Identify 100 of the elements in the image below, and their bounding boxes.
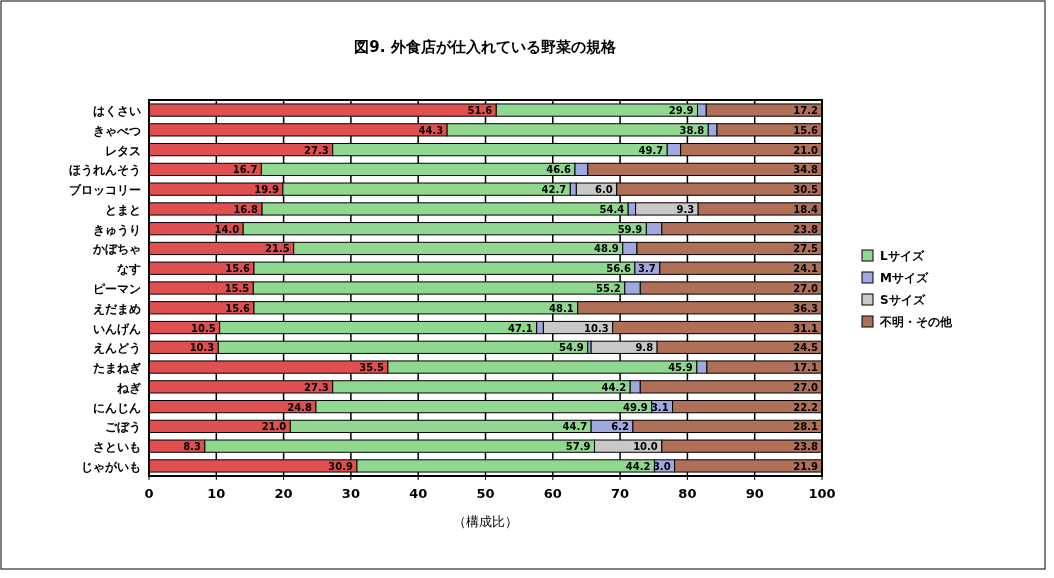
data-label: 17.2	[793, 105, 819, 117]
data-label: 24.5	[793, 342, 819, 354]
data-label: 36.3	[793, 302, 819, 314]
data-label: 59.9	[617, 223, 643, 235]
data-label: 51.6	[467, 105, 493, 117]
data-label: 21.0	[793, 144, 819, 156]
y-tick-label: レタス	[105, 143, 141, 158]
data-label: 27.5	[793, 243, 819, 255]
data-label: 3.7	[638, 263, 656, 275]
data-label: 45.9	[668, 362, 693, 374]
y-tick-label: ねぎ	[117, 380, 141, 395]
data-label: 6.2	[611, 421, 629, 433]
legend-label: 不明・その他	[879, 315, 953, 329]
y-tick-label: たまねぎ	[93, 361, 141, 376]
data-label: 54.4	[599, 203, 625, 215]
data-label: 44.7	[562, 421, 588, 433]
data-label: 24.1	[793, 263, 819, 275]
data-label: 17.1	[793, 362, 819, 374]
y-tick-label: ほうれんそう	[69, 163, 141, 178]
x-tick-label: 100	[808, 486, 836, 501]
data-label: 48.9	[594, 243, 619, 255]
data-label: 6.0	[595, 184, 613, 196]
data-label: 10.3	[189, 342, 215, 354]
data-label: 10.0	[633, 441, 658, 453]
y-tick-label: きゃべつ	[93, 123, 141, 138]
x-axis-title: （構成比）	[453, 514, 518, 529]
data-label: 27.3	[304, 144, 329, 156]
data-label: 54.9	[559, 342, 584, 354]
y-tick-label: えんどう	[93, 341, 141, 356]
y-tick-label: にんじん	[93, 400, 141, 415]
chart-title: 図9. 外食店が仕入れている野菜の規格	[354, 38, 617, 56]
data-label: 21.0	[261, 421, 287, 433]
data-label: 15.6	[225, 302, 251, 314]
legend-label: Mサイズ	[880, 271, 929, 285]
data-label: 27.0	[793, 381, 819, 393]
data-label: 9.8	[635, 342, 654, 354]
data-label: 23.8	[793, 441, 819, 453]
y-tick-label: ブロッコリー	[69, 183, 141, 198]
data-label: 29.9	[668, 105, 694, 117]
data-label: 38.8	[679, 124, 705, 136]
data-label: 19.9	[254, 184, 279, 196]
y-tick-label: とまと	[105, 202, 141, 217]
data-label: 15.6	[793, 124, 819, 136]
x-tick-label: 70	[611, 486, 630, 501]
data-label: 22.2	[793, 401, 819, 413]
data-label: 10.5	[190, 322, 216, 334]
data-label: 27.0	[793, 283, 819, 294]
data-label: 42.7	[541, 184, 567, 196]
y-tick-label: さといも	[93, 440, 141, 455]
x-tick-label: 20	[274, 486, 293, 501]
data-label: 15.5	[224, 283, 250, 294]
data-label: 24.8	[287, 401, 312, 413]
data-label: 47.1	[507, 322, 533, 334]
y-tick-label: ごぼう	[105, 420, 141, 435]
x-tick-label: 60	[543, 486, 562, 501]
data-label: 30.9	[328, 460, 353, 472]
y-tick-label: ピーマン	[93, 282, 141, 296]
data-label: 34.8	[793, 164, 819, 176]
data-label: 56.6	[606, 263, 631, 275]
data-label: 21.9	[793, 460, 819, 472]
x-tick-label: 40	[409, 486, 428, 501]
y-tick-label: かぼちゃ	[92, 242, 141, 257]
data-label: 10.3	[584, 322, 609, 334]
data-label: 48.1	[549, 302, 574, 314]
data-label: 30.5	[793, 184, 819, 196]
data-label: 8.3	[183, 441, 201, 453]
data-label: 35.5	[359, 362, 384, 374]
legend-label: Lサイズ	[880, 249, 925, 263]
y-tick-label: はくさい	[93, 104, 141, 119]
x-tick-label: 80	[678, 486, 697, 501]
data-label: 46.6	[546, 164, 572, 176]
y-tick-label: きゅうり	[93, 222, 141, 237]
data-label: 15.6	[225, 263, 251, 275]
data-label: 16.8	[233, 203, 259, 215]
y-tick-label: いんげん	[93, 321, 141, 336]
data-label: 18.4	[793, 203, 819, 215]
data-label: 55.2	[596, 283, 621, 294]
data-label: 57.9	[565, 441, 591, 453]
y-tick-label: なす	[117, 262, 141, 277]
x-tick-label: 30	[341, 486, 360, 501]
data-label: 14.0	[214, 223, 240, 235]
y-tick-label: えだまめ	[93, 301, 141, 316]
data-label: 27.3	[304, 381, 329, 393]
data-label: 23.8	[793, 223, 819, 235]
x-tick-label: 90	[745, 486, 764, 501]
data-label: 49.7	[638, 144, 664, 156]
data-label: 21.5	[265, 243, 290, 255]
x-tick-label: 10	[207, 486, 226, 501]
legend-label: Sサイズ	[880, 293, 926, 307]
data-label: 28.1	[793, 421, 819, 433]
x-tick-label: 0	[144, 486, 154, 501]
data-label: 49.9	[623, 401, 648, 413]
data-label: 44.3	[418, 124, 444, 136]
data-label: 44.2	[601, 381, 627, 393]
x-tick-label: 50	[476, 486, 495, 501]
y-tick-label: じゃがいも	[81, 459, 141, 474]
data-label: 31.1	[793, 322, 819, 334]
data-label: 16.7	[232, 164, 258, 176]
data-label: 44.2	[625, 460, 651, 472]
data-label: 9.3	[676, 203, 695, 215]
